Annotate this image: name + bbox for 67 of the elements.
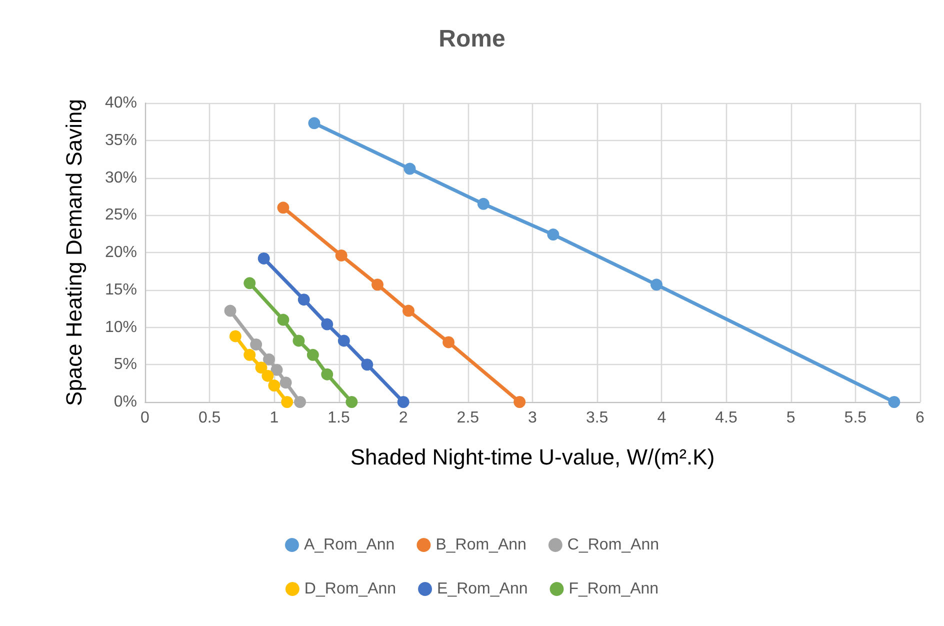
x-tick-label: 4	[657, 410, 666, 426]
y-tick-label: 15%	[104, 281, 137, 298]
x-axis-title: Shaded Night-time U-value, W/(m².K)	[350, 444, 715, 470]
point	[650, 278, 662, 291]
point	[514, 396, 526, 408]
x-tick-label: 2.5	[456, 410, 480, 426]
point	[361, 358, 374, 371]
legend-label: D_Rom_Ann	[304, 580, 396, 598]
y-tick-label: 30%	[104, 169, 137, 186]
point	[244, 348, 256, 361]
legend-label: B_Rom_Ann	[436, 536, 526, 554]
x-tick-label: 1	[270, 410, 279, 426]
x-tick-label: 2	[398, 410, 408, 426]
point	[402, 304, 414, 317]
y-tick-label: 0%	[114, 394, 137, 410]
chart-title: Rome	[438, 26, 506, 52]
point	[258, 252, 270, 264]
point	[888, 396, 900, 408]
point	[404, 162, 416, 175]
x-tick-label: 3.5	[586, 410, 608, 426]
legend-label: F_Rom_Ann	[568, 580, 659, 598]
point	[250, 338, 262, 350]
point	[308, 117, 320, 130]
point	[224, 304, 236, 317]
point	[346, 396, 358, 408]
point	[280, 376, 292, 389]
point	[397, 396, 410, 408]
x-tick-label: 5	[786, 410, 796, 426]
point	[277, 202, 290, 214]
point	[262, 370, 274, 382]
y-tick-label: 25%	[104, 206, 137, 224]
y-axis-title: Space Heating Demand Saving	[62, 99, 86, 406]
point	[268, 380, 280, 392]
point	[255, 362, 268, 374]
legend-label: A_Rom_Ann	[304, 536, 395, 554]
point	[292, 334, 305, 347]
x-tick-label: 5.5	[844, 410, 867, 426]
point	[263, 353, 275, 366]
point	[335, 249, 348, 262]
point	[270, 364, 283, 376]
y-tick-label: 40%	[104, 94, 137, 112]
point	[321, 318, 334, 330]
legend-label: E_Rom_Ann	[437, 580, 528, 598]
point	[321, 368, 334, 380]
x-tick-label: 6	[916, 410, 925, 426]
point	[442, 336, 455, 348]
x-tick-label: 4.5	[715, 410, 738, 426]
point	[477, 198, 490, 210]
x-tick-label: 1.5	[328, 410, 350, 426]
x-tick-label: 0	[140, 410, 150, 426]
point	[547, 228, 560, 241]
point	[294, 396, 306, 408]
point	[298, 294, 310, 306]
point	[281, 396, 294, 408]
point	[306, 348, 319, 361]
x-tick-label: 3	[528, 410, 538, 426]
point	[244, 277, 256, 290]
y-tick-label: 20%	[104, 244, 137, 261]
point	[277, 314, 290, 326]
point	[338, 334, 350, 347]
y-tick-label: 10%	[104, 318, 137, 336]
legend-label: C_Rom_Ann	[567, 536, 660, 554]
y-tick-label: 35%	[104, 132, 137, 149]
point	[229, 330, 242, 342]
point	[372, 278, 384, 291]
x-tick-label: 0.5	[198, 410, 221, 426]
y-tick-label: 5%	[114, 356, 137, 374]
